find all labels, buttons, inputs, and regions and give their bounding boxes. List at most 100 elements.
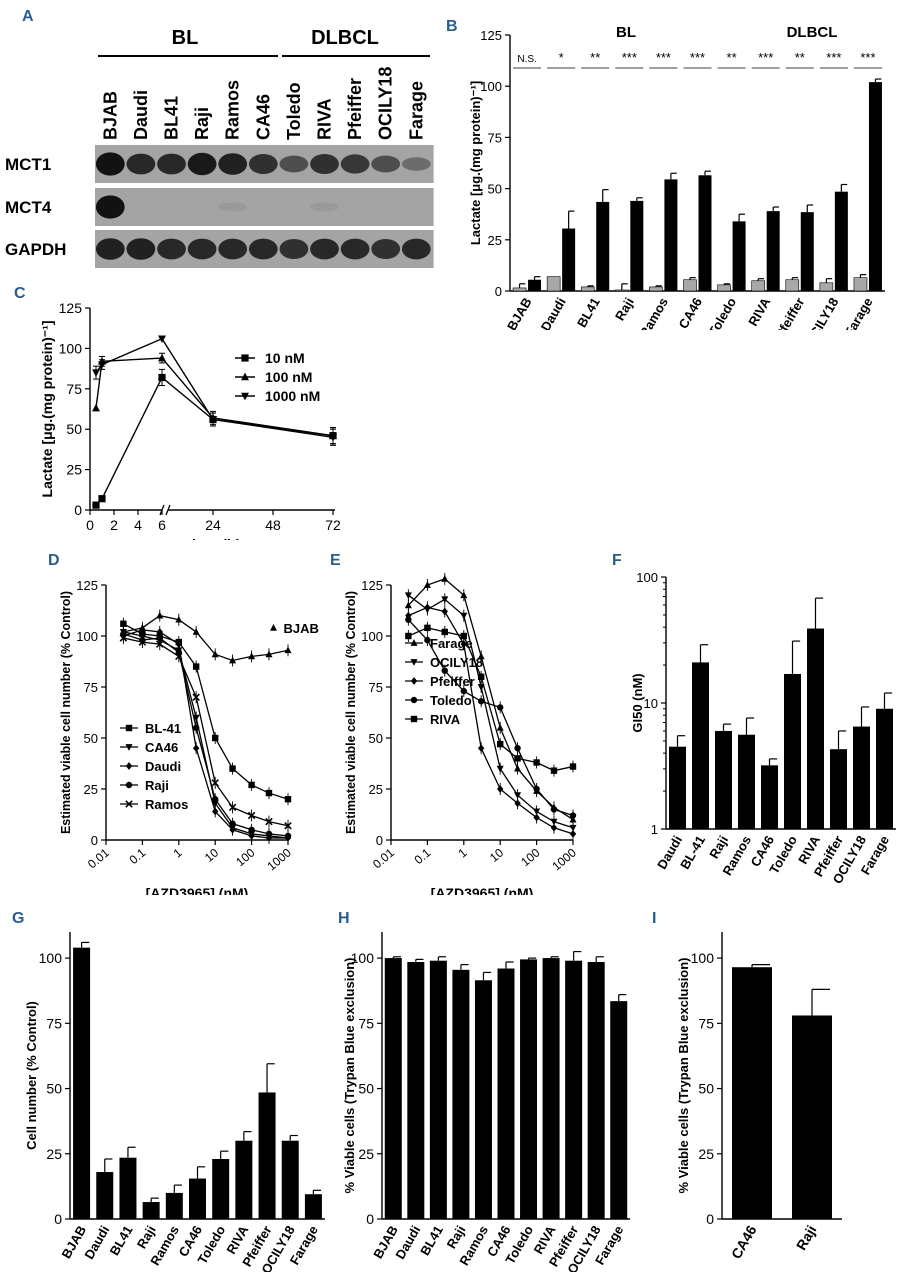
blot-band — [218, 238, 248, 260]
blot-band — [95, 152, 125, 176]
data-point-pfeiffer — [514, 799, 521, 808]
y-tick-label: 75 — [369, 680, 383, 695]
data-point-bjab — [284, 646, 292, 654]
x-tick-label: 0 — [86, 517, 94, 533]
data-point-raji — [212, 796, 219, 803]
legend-marker — [410, 696, 418, 704]
group-label-bl: BL — [172, 27, 199, 49]
significance-label: N.S. — [517, 54, 536, 65]
y-tick-label: 100 — [39, 950, 63, 966]
data-point-ocily18 — [496, 765, 504, 773]
bar-ramos — [664, 179, 678, 291]
data-point — [98, 361, 106, 369]
legend-marker — [410, 639, 418, 646]
data-point-riva — [441, 628, 448, 636]
y-tick-label: 125 — [76, 578, 98, 593]
bar-toledo — [212, 1158, 230, 1219]
x-tick-label-pfeiffer: Pfeiffer — [772, 295, 807, 330]
legend-marker — [410, 677, 418, 685]
x-tick-label-ca46: CA46 — [675, 295, 705, 330]
x-tick-label: 4 — [134, 517, 142, 533]
data-point-toledo — [405, 616, 412, 623]
data-point-ramos — [211, 779, 219, 787]
y-tick-label: 125 — [361, 578, 383, 593]
data-point — [92, 501, 100, 509]
data-point-bjab — [248, 652, 256, 660]
series-line-ca46 — [123, 631, 289, 839]
legend-label-toledo: Toledo — [430, 693, 472, 708]
legend-label: 10 nM — [265, 350, 305, 366]
legend-marker — [241, 392, 249, 401]
y-axis-label: % Viable cells (Trypan Blue exclusion) — [342, 957, 357, 1193]
blot-band — [401, 238, 431, 260]
series-line-daudi — [123, 629, 288, 839]
x-axis-label: Time (h) — [183, 537, 241, 540]
data-point-riva — [477, 673, 485, 680]
lane-label-riva: RIVA — [315, 98, 335, 140]
data-point-farage — [441, 575, 449, 582]
x-tick-label-toledo: Toledo — [705, 295, 739, 330]
data-point-bjab — [175, 615, 183, 623]
significance-label: * — [559, 50, 564, 65]
lactate-time-chart: 02550751001250246244872Time (h)Lactate [… — [39, 300, 341, 540]
bar-bl-41 — [692, 662, 709, 829]
legend-marker — [125, 744, 133, 751]
data-point-riva — [550, 767, 558, 774]
panel-letter-c: C — [14, 285, 26, 302]
bar-ramos — [738, 734, 755, 829]
blot-band — [248, 154, 278, 174]
annotation-marker — [269, 624, 278, 631]
data-point — [158, 335, 166, 344]
bar-daudi — [562, 228, 576, 291]
y-tick-label: 100 — [480, 79, 502, 94]
data-point-ramos — [228, 803, 237, 812]
y-tick-label: 1 — [651, 822, 658, 837]
data-point-riva — [514, 755, 521, 762]
legend-label-bl-41: BL-41 — [145, 721, 181, 736]
data-point-riva — [569, 763, 577, 770]
bar-raji — [452, 969, 470, 1219]
bar-ca46 — [698, 175, 712, 291]
data-point-farage — [423, 581, 431, 588]
data-point-raji — [192, 724, 200, 731]
data-point-ramos — [138, 638, 147, 646]
x-tick-label: 24 — [205, 517, 221, 533]
legend-marker — [125, 762, 133, 770]
bar-toledo — [784, 673, 801, 829]
y-tick-label: 75 — [358, 1015, 374, 1031]
data-point-bl-41 — [120, 620, 127, 627]
bar-farage — [304, 1194, 322, 1219]
data-point — [158, 353, 166, 362]
y-tick-label: 25 — [66, 462, 82, 478]
x-tick-label: 0.1 — [412, 845, 434, 867]
blot-band — [310, 202, 339, 212]
lane-label-farage: Farage — [406, 81, 426, 140]
x-axis-label: [AZD3965] (nM) — [431, 885, 534, 895]
x-tick-label: 1 — [456, 845, 470, 860]
y-tick-label: 75 — [698, 1015, 714, 1031]
y-axis-label: % Viable cells (Trypan Blue exclusion) — [676, 957, 691, 1193]
legend-marker — [125, 724, 133, 732]
bar-pfeiffer — [565, 960, 583, 1219]
y-tick-label: 125 — [480, 28, 502, 43]
y-tick-label: 75 — [488, 130, 502, 145]
bar-raji — [792, 1015, 832, 1219]
bar-toledo — [717, 284, 731, 292]
series-line-riva — [408, 627, 574, 772]
data-point-riva — [424, 624, 431, 632]
bar-daudi — [546, 276, 561, 292]
y-tick-label: 50 — [66, 421, 82, 437]
y-tick-label: 100 — [361, 629, 383, 644]
y-tick-label: 100 — [59, 340, 83, 356]
panel-letter-e: E — [330, 552, 341, 569]
bar-bjab — [528, 279, 542, 291]
bar-ramos — [474, 980, 492, 1219]
data-point-pfeiffer — [477, 744, 485, 753]
series-line-bjab — [123, 614, 289, 662]
lane-label-raji: Raji — [192, 107, 212, 140]
data-point-ocily18 — [404, 592, 412, 600]
bar-ca46 — [683, 279, 697, 292]
x-tick-label: 10 — [202, 845, 221, 865]
blot-band — [218, 202, 248, 212]
